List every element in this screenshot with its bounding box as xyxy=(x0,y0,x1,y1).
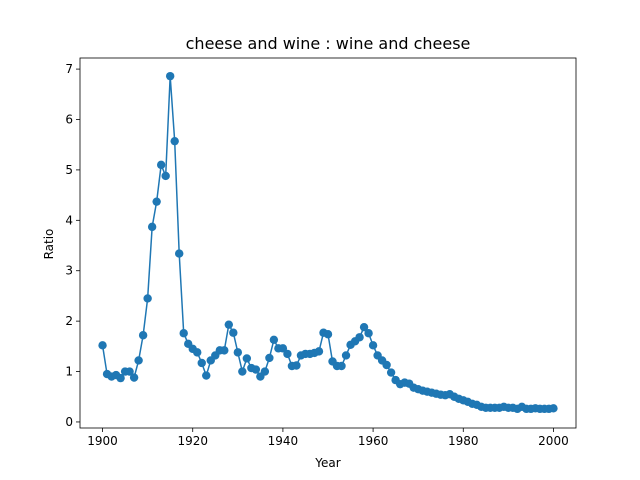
y-axis-label: Ratio xyxy=(42,229,56,260)
data-point xyxy=(129,373,139,382)
data-point xyxy=(175,249,184,258)
data-point xyxy=(314,347,324,356)
x-tick-label: 2000 xyxy=(538,434,569,448)
data-point xyxy=(283,349,292,359)
x-tick-label: 1900 xyxy=(87,434,118,448)
data-point xyxy=(265,353,274,363)
data-point xyxy=(152,197,161,206)
data-point xyxy=(165,71,175,81)
data-point xyxy=(323,330,333,339)
data-point xyxy=(251,365,261,374)
x-tick-label: 1920 xyxy=(177,434,208,448)
x-tick-label: 1980 xyxy=(448,434,479,448)
y-tick-label: 3 xyxy=(65,264,73,278)
data-point xyxy=(242,354,252,363)
data-point xyxy=(341,351,351,360)
data-point xyxy=(220,346,229,355)
data-point xyxy=(229,328,238,337)
data-point xyxy=(292,361,301,370)
data-point xyxy=(238,367,247,376)
data-point xyxy=(125,367,134,376)
y-tick-label: 1 xyxy=(65,365,73,379)
data-point xyxy=(143,294,152,303)
data-point xyxy=(224,320,233,329)
data-point xyxy=(197,358,206,368)
data-point xyxy=(278,344,288,353)
data-point xyxy=(233,348,243,357)
data-point xyxy=(202,371,211,380)
data-point xyxy=(193,348,202,357)
data-point xyxy=(116,373,125,383)
data-point xyxy=(355,333,364,342)
y-tick-label: 4 xyxy=(65,213,73,227)
data-point xyxy=(98,341,107,350)
data-point xyxy=(337,361,346,371)
data-point xyxy=(170,136,179,146)
data-point xyxy=(364,329,373,338)
chart-title: cheese and wine : wine and cheese xyxy=(186,34,471,53)
y-tick-label: 7 xyxy=(65,62,73,76)
data-point xyxy=(368,341,378,350)
data-point xyxy=(161,171,170,181)
data-point xyxy=(138,331,148,340)
data-point xyxy=(549,404,558,413)
data-point xyxy=(269,335,279,344)
x-axis-label: Year xyxy=(314,456,340,470)
data-point xyxy=(147,222,157,232)
data-point xyxy=(179,329,188,338)
x-tick-label: 1960 xyxy=(358,434,389,448)
data-point xyxy=(359,322,369,332)
data-point xyxy=(156,160,166,170)
y-tick-label: 5 xyxy=(65,163,73,177)
data-point xyxy=(134,356,143,365)
axes-frame xyxy=(79,57,577,429)
x-tick-label: 1940 xyxy=(268,434,299,448)
y-tick-label: 6 xyxy=(65,112,73,126)
data-point xyxy=(260,367,270,376)
plot-area: 1900 1920 1940 1960 1980 2000 0 1 2 3 4 5 6 7 xyxy=(65,57,577,448)
data-point xyxy=(382,360,391,370)
data-point xyxy=(386,368,396,377)
y-tick-label: 0 xyxy=(65,415,73,429)
y-tick-label: 2 xyxy=(65,314,73,328)
